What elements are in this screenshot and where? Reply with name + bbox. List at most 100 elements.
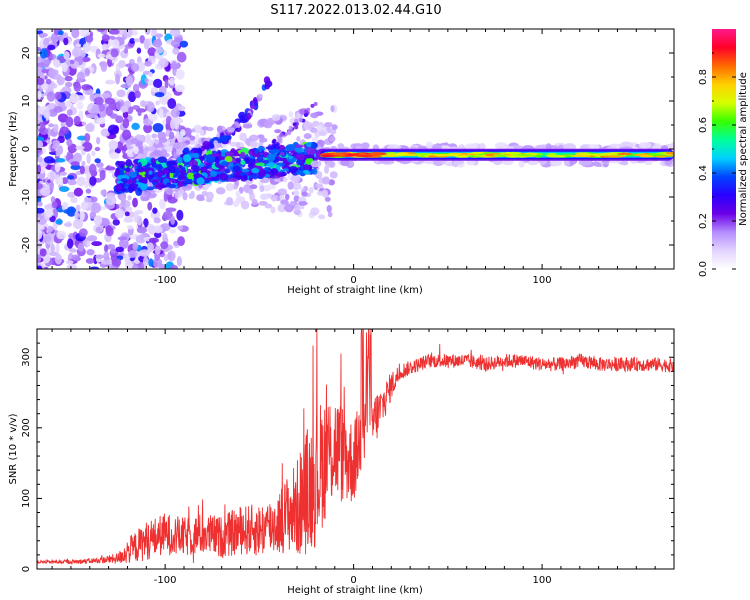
spectral-blob — [49, 171, 55, 182]
spectral-blob — [67, 179, 77, 186]
spectral-blob — [280, 199, 289, 205]
spectral-blob — [154, 184, 161, 189]
spectral-blob — [132, 197, 138, 208]
spectral-blob — [169, 29, 181, 37]
spectral-blob — [321, 176, 330, 185]
spectral-blob — [47, 103, 55, 110]
spectral-blob — [70, 196, 78, 204]
colorbar-axes: 0.0 0.2 0.4 0.6 0.8 — [698, 52, 736, 277]
spectral-blob — [122, 111, 129, 119]
spectral-blob — [144, 29, 151, 35]
spectral-blob — [303, 185, 308, 191]
colorbar-tick-label: 0.6 — [698, 117, 709, 133]
spectral-blob — [555, 160, 563, 166]
spectral-blob — [104, 79, 116, 85]
spectral-blob — [84, 133, 91, 143]
spectral-blob — [65, 116, 74, 128]
spectral-blob — [171, 178, 178, 184]
spectral-blob — [340, 159, 350, 167]
spectral-blob — [37, 247, 41, 256]
spectral-blob — [67, 175, 75, 180]
spectral-blob — [55, 158, 66, 163]
spectral-blob — [132, 241, 139, 251]
spectral-blob — [536, 152, 543, 156]
spectral-blob — [259, 137, 268, 143]
spectral-blob — [86, 153, 91, 164]
spectral-blob — [165, 188, 174, 195]
spectral-blob — [303, 133, 312, 140]
spectral-blob — [81, 84, 92, 91]
spectral-blob — [315, 183, 324, 188]
spectral-blob — [143, 123, 153, 134]
spectral-blob — [311, 141, 317, 149]
spectrogram-plot-area — [37, 29, 674, 269]
spectral-blob — [159, 198, 166, 210]
spectral-blob — [283, 177, 288, 183]
spectral-blob — [310, 160, 322, 168]
spectral-blob — [39, 225, 45, 230]
spectral-blob — [82, 141, 93, 152]
spectral-blob — [241, 168, 250, 173]
spectral-blob — [227, 177, 238, 182]
figure-title: S117.2022.013.02.44.G10 — [270, 3, 441, 18]
spectral-blob — [669, 142, 674, 151]
spectral-blob — [164, 79, 169, 89]
spectral-blob — [130, 137, 139, 145]
spectral-blob — [61, 201, 69, 212]
spectral-blob — [37, 196, 42, 203]
spectral-blob — [144, 78, 149, 83]
spectral-blob — [263, 76, 271, 84]
spectrogram-x-tick-label: -100 — [154, 275, 177, 286]
spectral-blob — [61, 62, 68, 73]
spectral-blob — [76, 71, 85, 82]
spectral-blob — [55, 219, 63, 225]
spectral-blob — [128, 171, 137, 178]
spectral-blob — [303, 112, 308, 117]
colorbar-label: Normalized spectral amplitude — [738, 72, 749, 226]
spectral-blob — [603, 155, 625, 158]
spectral-blob — [243, 174, 248, 180]
spectral-blob — [131, 264, 139, 269]
spectral-blob — [280, 171, 288, 177]
spectrogram-y-tick-label: 10 — [21, 95, 32, 108]
spectral-blob — [165, 91, 172, 99]
spectral-blob — [84, 35, 94, 43]
spectral-blob — [296, 170, 304, 175]
spectral-blob — [505, 155, 521, 158]
spectral-blob — [232, 165, 241, 172]
spectral-blob — [120, 178, 128, 182]
spectral-blob — [178, 105, 186, 112]
spectral-blob — [249, 174, 256, 179]
spectral-blob — [324, 196, 331, 202]
spectral-blob — [148, 112, 158, 122]
spectral-blob — [177, 225, 184, 230]
spectral-blob — [321, 189, 329, 198]
spectral-blob — [276, 196, 281, 202]
spectral-blob — [161, 162, 167, 168]
spectral-blob — [182, 192, 188, 201]
spectral-blob — [59, 126, 70, 135]
spectral-blob — [130, 62, 140, 72]
spectral-blob — [235, 157, 241, 163]
spectral-blob — [167, 250, 176, 262]
spectral-blob — [91, 105, 100, 116]
snr-y-axis-label: SNR (10 * v/v) — [8, 413, 19, 484]
spectral-blob — [328, 160, 336, 168]
spectral-blob — [470, 151, 484, 155]
spectral-blob — [85, 123, 95, 133]
spectral-blob — [180, 175, 186, 180]
spectral-blob — [67, 191, 76, 198]
spectral-blob — [124, 215, 133, 223]
spectral-blob — [191, 128, 196, 133]
spectral-blob — [104, 244, 109, 253]
spectral-blob — [146, 191, 157, 199]
spectral-blob — [85, 258, 95, 264]
spectrogram-y-tick-label: -20 — [21, 237, 32, 253]
spectral-blob — [227, 127, 236, 133]
spectral-blob — [473, 154, 482, 157]
spectral-blob — [64, 75, 73, 82]
spectral-blob — [63, 208, 74, 214]
spectral-blob — [93, 215, 103, 226]
spectral-blob — [125, 159, 133, 167]
spectral-blob — [505, 151, 522, 155]
